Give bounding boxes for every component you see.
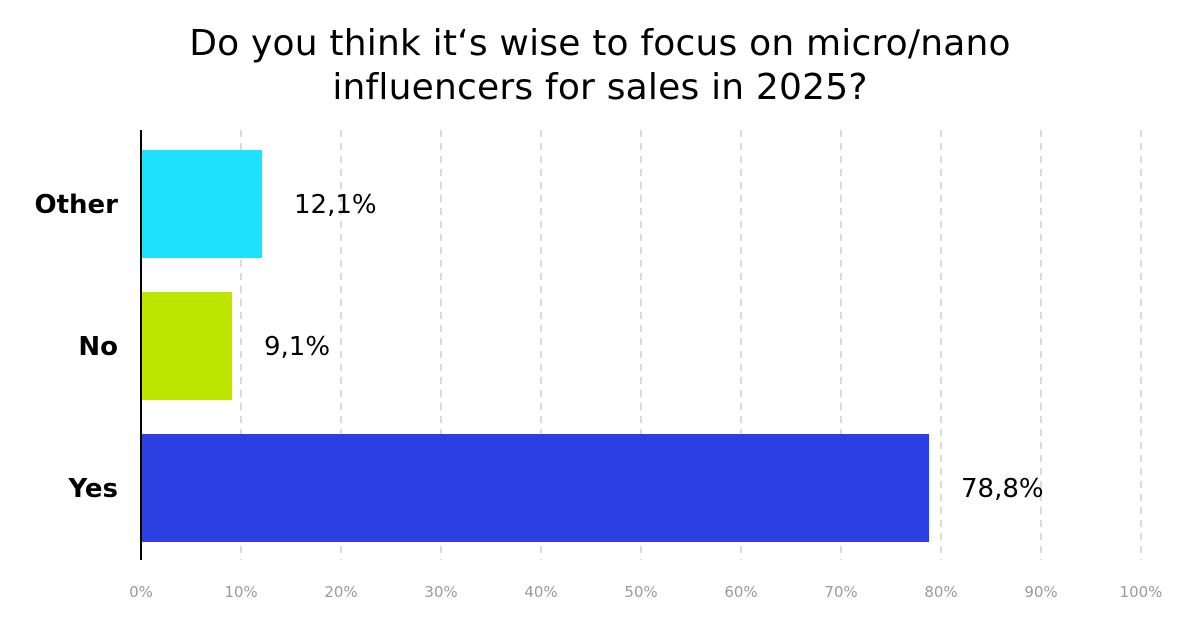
x-tick-label: 70% bbox=[824, 583, 857, 601]
x-tick-label: 30% bbox=[424, 583, 457, 601]
x-tick-label: 40% bbox=[524, 583, 557, 601]
x-tick-label: 80% bbox=[924, 583, 957, 601]
bar-no bbox=[141, 292, 232, 400]
bar-yes bbox=[141, 434, 929, 542]
x-tick-label: 60% bbox=[724, 583, 757, 601]
x-tick-label: 10% bbox=[224, 583, 257, 601]
x-tick-label: 100% bbox=[1120, 583, 1163, 601]
category-label-other: Other bbox=[35, 190, 119, 220]
x-tick-label: 50% bbox=[624, 583, 657, 601]
category-label-yes: Yes bbox=[67, 474, 118, 504]
x-tick-label: 20% bbox=[324, 583, 357, 601]
x-tick-label: 0% bbox=[129, 583, 153, 601]
value-label-other: 12,1% bbox=[294, 190, 377, 220]
category-label-no: No bbox=[78, 332, 118, 362]
chart-title-line-2: influencers for sales in 2025? bbox=[332, 67, 868, 108]
x-tick-label: 90% bbox=[1024, 583, 1057, 601]
bar-other bbox=[141, 150, 262, 258]
value-label-no: 9,1% bbox=[264, 332, 330, 362]
value-label-yes: 78,8% bbox=[961, 474, 1044, 504]
chart-title-line-1: Do you think it‘s wise to focus on micro… bbox=[189, 23, 1011, 64]
chart-title: Do you think it‘s wise to focus on micro… bbox=[0, 22, 1200, 110]
